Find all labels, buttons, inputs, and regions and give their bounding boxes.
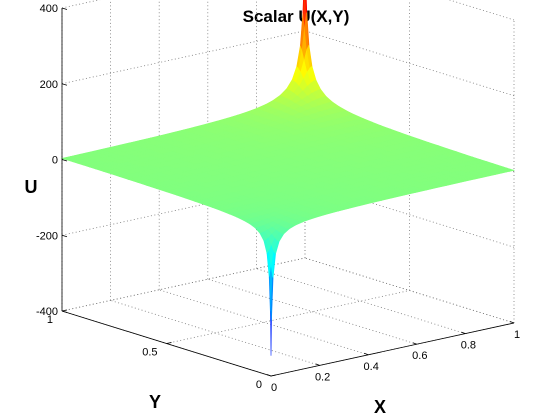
z-tick [61,159,68,162]
x-axis-line [270,322,515,377]
y-tick [61,309,68,312]
side-grid-z [304,257,515,324]
floor-grid-x [207,278,417,345]
z-tick [61,234,68,238]
x-tick-label: 0.6 [412,350,427,362]
y-axis-label: Y [149,392,161,412]
y-tick [270,374,277,377]
x-tick-label: 0.4 [364,361,379,373]
z-tick-label: 200 [40,79,58,91]
x-tick-label: 0.8 [461,340,476,352]
z-tick-label: -200 [36,230,58,242]
axes-box [61,7,515,377]
y-tick-label: 0 [256,379,262,391]
x-tick-label: 0 [271,382,277,394]
x-tick-label: 0.2 [315,371,330,383]
tick-labels: -400 -200 0 200 400 0 0.5 1 0 0.2 0.4 0.6 0.8 1 [36,3,520,394]
x-tick [315,363,320,366]
x-tick [461,331,466,334]
z-tick [61,7,68,10]
floor-grid-x [256,268,466,334]
x-tick [509,321,515,324]
side-grid-z [304,30,515,97]
z-tick [61,310,68,313]
z-tick-label: 0 [52,155,58,167]
x-tick [266,374,272,377]
y-tick [166,342,172,344]
x-tick [364,352,369,356]
back-grid-z [61,257,306,312]
z-tick [61,83,68,86]
z-tick-label: -400 [36,306,58,318]
surface-mesh [61,0,515,356]
x-tick-label: 1 [514,329,520,341]
y-tick-label: 1 [47,314,53,326]
back-grid-z [61,30,306,85]
z-tick-label: 400 [40,3,58,15]
y-tick-label: 0.5 [142,347,157,359]
z-axis-label: U [25,177,38,197]
floor-grid-y [166,290,410,344]
chart-title: Scalar U(X,Y) [243,7,350,26]
x-axis-label: X [374,397,386,417]
floor-grid-x [159,289,369,356]
x-tick [412,342,417,345]
